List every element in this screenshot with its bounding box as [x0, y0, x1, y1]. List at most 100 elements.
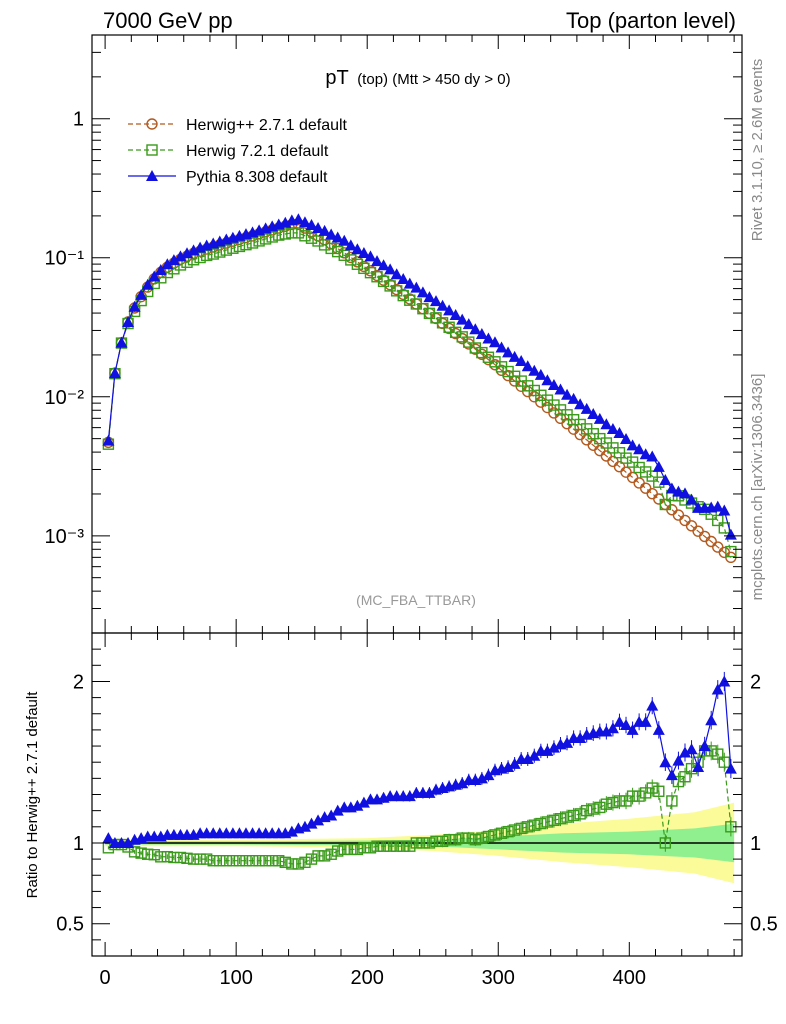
data-point	[613, 426, 626, 438]
ratio-point	[712, 748, 724, 760]
plot-title: pT (top) (Mtt > 450 dy > 0)	[325, 67, 510, 89]
data-point	[404, 294, 416, 306]
data-point	[508, 350, 521, 362]
ratio-y-tick-label-right: 2	[750, 671, 761, 693]
data-point	[652, 460, 665, 472]
ratio-point	[135, 847, 147, 859]
data-point	[554, 383, 567, 395]
ratio-point	[357, 796, 370, 808]
ratio-point	[476, 832, 488, 844]
data-point	[659, 474, 672, 486]
ratio-point	[102, 832, 115, 844]
ratio-point	[397, 840, 409, 852]
data-point	[469, 323, 482, 335]
legend-marker	[146, 170, 158, 181]
ratio-point	[377, 840, 390, 852]
data-point	[279, 228, 291, 240]
plot-title-sub: (top) (Mtt > 450 dy > 0)	[357, 71, 510, 88]
ratio-point	[659, 837, 672, 849]
ratio-point	[200, 853, 213, 865]
ratio-point	[266, 855, 278, 867]
ratio-point	[666, 795, 678, 807]
ratio-y-tick-label-right: 0.5	[750, 914, 778, 936]
data-point	[351, 243, 364, 255]
plot-title-main: pT	[325, 67, 348, 89]
data-point	[357, 247, 370, 259]
data-point	[646, 450, 659, 462]
ratio-point	[626, 723, 639, 735]
data-point	[253, 235, 265, 247]
side-label-mcplots: mcplots.cern.ch [arXiv:1306.3436]	[749, 374, 766, 601]
main-panel: 1 10⁻¹ 10⁻² 10⁻³ pT (top) (Mtt > 450 dy > 0…	[45, 34, 743, 634]
ratio-point	[547, 741, 560, 753]
data-point	[620, 452, 632, 464]
ratio-point	[456, 832, 468, 844]
data-point	[403, 277, 416, 289]
header-left: 7000 GeV pp	[103, 8, 233, 33]
data-point	[561, 388, 574, 400]
data-point	[187, 244, 200, 256]
data-point	[456, 313, 469, 325]
data-point	[286, 227, 298, 239]
ratio-point	[403, 790, 416, 802]
ratio-point	[404, 840, 416, 852]
legend-label: Herwig++ 2.7.1 default	[186, 117, 348, 134]
legend-marker	[146, 118, 158, 130]
series-line	[107, 223, 732, 558]
ratio-point	[665, 769, 678, 781]
data-point	[436, 299, 449, 311]
ratio-point	[718, 756, 731, 768]
y-tick-label: 10⁻³	[45, 526, 85, 548]
data-point	[711, 500, 724, 512]
data-point	[351, 258, 364, 270]
data-point	[547, 378, 560, 390]
ratio-point	[155, 851, 167, 863]
ratio-point	[443, 834, 455, 846]
data-point	[541, 374, 554, 386]
data-point	[325, 242, 337, 255]
ratio-point	[521, 752, 534, 764]
data-point	[475, 328, 488, 340]
data-point	[266, 231, 278, 243]
data-point	[298, 216, 311, 228]
ratio-point	[469, 834, 482, 846]
ratio-point	[233, 855, 246, 867]
data-point	[705, 535, 717, 548]
ratio-point	[430, 835, 442, 848]
data-point	[246, 237, 259, 249]
ratio-point	[482, 830, 495, 843]
data-point	[639, 466, 652, 478]
ratio-point	[548, 814, 560, 827]
data-point	[515, 355, 528, 367]
ratio-y-tick-label: 0.5	[56, 914, 84, 936]
data-point	[128, 300, 141, 312]
data-point	[646, 487, 658, 500]
ratio-point	[620, 719, 633, 731]
data-point	[377, 259, 390, 271]
data-point	[115, 336, 128, 348]
ratio-point	[522, 821, 534, 833]
ratio-y-tick-label: 2	[73, 671, 84, 693]
ratio-point	[299, 856, 311, 869]
ratio-y-tick-label-right: 1	[750, 833, 761, 855]
ratio-point	[711, 683, 724, 695]
data-point	[639, 448, 652, 460]
ratio-point	[475, 772, 488, 784]
ratio-point	[502, 761, 515, 773]
ratio-point	[587, 803, 599, 815]
ratio-point	[528, 749, 541, 761]
ratio-point	[390, 840, 403, 852]
ratio-point	[489, 829, 501, 841]
data-point	[423, 291, 436, 303]
ratio-point	[358, 842, 370, 854]
data-point	[521, 360, 534, 372]
data-point	[299, 230, 311, 242]
data-point	[331, 231, 344, 243]
ratio-point	[436, 835, 449, 848]
data-point	[259, 233, 272, 245]
ratio-point	[606, 722, 619, 734]
legend-marker	[146, 144, 158, 156]
ratio-point	[463, 832, 475, 844]
data-point	[593, 412, 606, 424]
data-point	[240, 238, 252, 251]
